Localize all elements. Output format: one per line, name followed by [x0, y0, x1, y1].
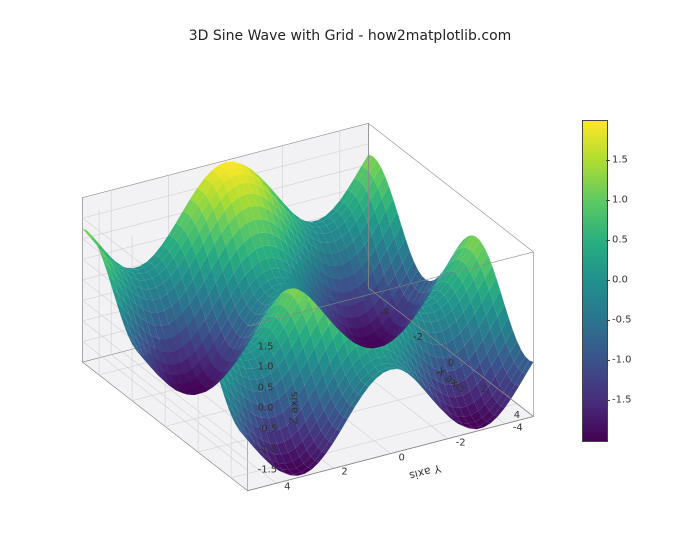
tick-label: -4 — [513, 422, 523, 433]
colorbar: -1.5 -1.0 -0.5 0.0 0.5 1.0 1.5 — [582, 120, 672, 440]
colorbar-gradient — [582, 120, 608, 442]
surface-svg — [40, 60, 560, 530]
axis-label: Z axis — [287, 392, 300, 425]
colorbar-tick-label: -0.5 — [612, 315, 632, 326]
tick-label: 2 — [341, 467, 347, 478]
colorbar-tick-mark — [606, 280, 610, 281]
tick-label: -1.0 — [258, 444, 278, 455]
colorbar-tick-mark — [606, 200, 610, 201]
tick-label: 0 — [399, 452, 405, 463]
colorbar-tick-mark — [606, 400, 610, 401]
tick-label: -4 — [380, 307, 390, 318]
colorbar-tick-mark — [606, 240, 610, 241]
tick-label: 1.0 — [258, 362, 274, 373]
tick-label: -2 — [456, 437, 466, 448]
colorbar-tick-label: 0.0 — [612, 275, 628, 286]
tick-label: 4 — [284, 482, 290, 493]
figure: 3D Sine Wave with Grid - how2matplotlib.… — [0, 0, 700, 560]
tick-label: 0 — [448, 358, 454, 369]
tick-label: -1.5 — [258, 465, 278, 476]
tick-label: -0.5 — [258, 423, 278, 434]
tick-label: -2 — [413, 332, 423, 343]
chart-title: 3D Sine Wave with Grid - how2matplotlib.… — [0, 28, 700, 44]
colorbar-tick-label: -1.0 — [612, 355, 632, 366]
colorbar-tick-label: 1.0 — [612, 195, 628, 206]
colorbar-tick-label: 0.5 — [612, 235, 628, 246]
tick-label: 0.5 — [258, 382, 274, 393]
tick-label: 0.0 — [258, 403, 274, 414]
colorbar-tick-label: 1.5 — [612, 155, 628, 166]
plot-area: -4-2024-4-2024-1.5-1.0-0.50.00.51.01.5X … — [40, 60, 560, 530]
tick-label: 1.5 — [258, 341, 274, 352]
tick-label: 2 — [481, 384, 487, 395]
colorbar-tick-mark — [606, 160, 610, 161]
tick-label: 4 — [514, 410, 520, 421]
colorbar-tick-mark — [606, 360, 610, 361]
colorbar-tick-mark — [606, 320, 610, 321]
colorbar-tick-label: -1.5 — [612, 395, 632, 406]
